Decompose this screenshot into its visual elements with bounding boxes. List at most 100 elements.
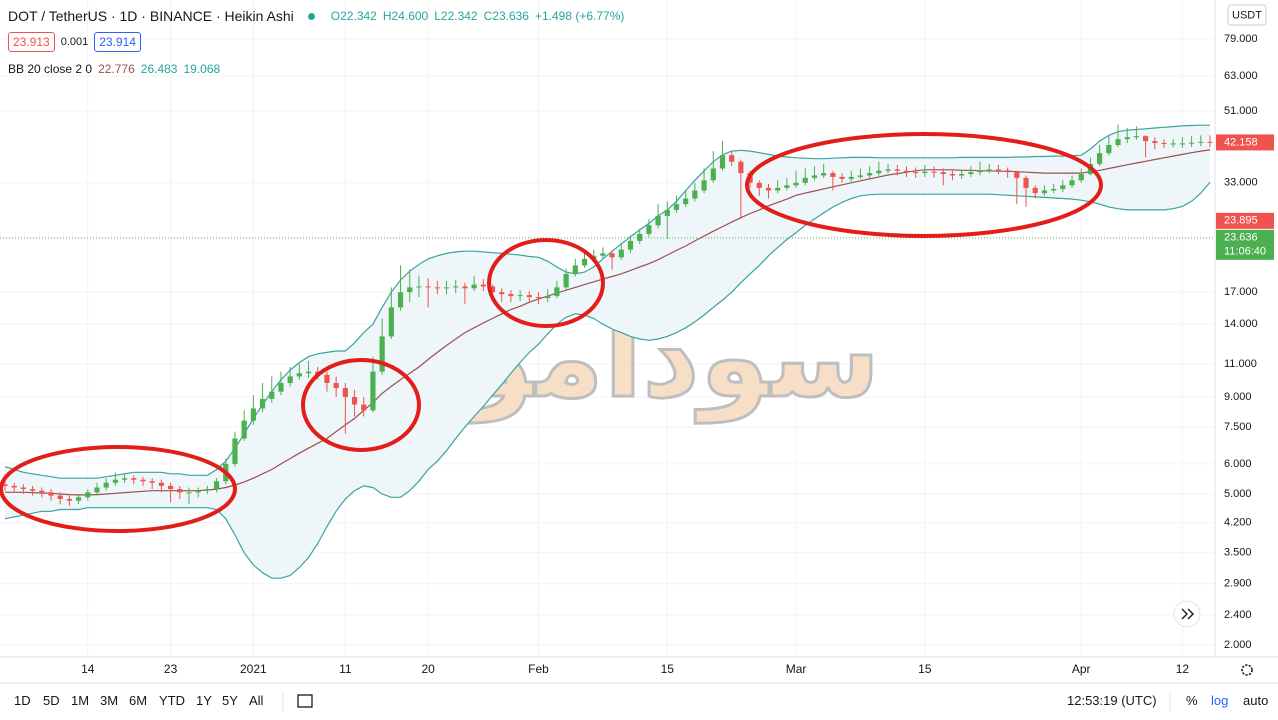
candle-body: [29, 489, 36, 491]
candle-body: [1152, 141, 1158, 144]
candle-body: [959, 174, 965, 176]
y-tick-label: 3.500: [1224, 547, 1252, 559]
candle-body: [793, 182, 799, 186]
candle-body: [1014, 172, 1020, 178]
y-tick-label: 2.000: [1224, 639, 1252, 651]
candle-body: [775, 187, 781, 191]
candle-body: [995, 169, 1002, 171]
ohlc-high: H24.600: [382, 9, 429, 23]
candle-body: [719, 155, 726, 169]
candle-body: [1097, 153, 1103, 164]
candle-body: [968, 172, 974, 175]
y-tick-label: 6.000: [1224, 458, 1252, 470]
indicator-upper: 26.483: [140, 62, 178, 76]
status-dot: [307, 12, 315, 20]
range-button[interactable]: 5D: [43, 693, 60, 708]
y-tick-label: 14.000: [1224, 318, 1258, 330]
candle-body: [167, 485, 174, 490]
candle-body: [250, 408, 256, 421]
candle-body: [186, 492, 192, 494]
highlight-ellipse: [301, 358, 421, 452]
symbol[interactable]: DOT / TetherUS · 1D · BINANCE · Heikin A…: [8, 8, 294, 24]
percent-toggle[interactable]: %: [1186, 693, 1198, 708]
y-tick-label: 33.000: [1224, 177, 1258, 189]
x-tick-label: 12: [1176, 662, 1190, 676]
candle-body: [351, 397, 358, 405]
settings-icon[interactable]: [1241, 664, 1253, 676]
range-button[interactable]: 1Y: [196, 693, 212, 708]
candle-body: [296, 373, 302, 377]
candle-body: [11, 485, 17, 488]
candle-body: [903, 170, 910, 173]
candle-body: [609, 253, 615, 258]
candle-body: [158, 482, 164, 486]
candle-body: [913, 172, 919, 174]
candle-body: [443, 287, 450, 289]
currency: USDT: [1232, 9, 1262, 21]
candle-body: [1106, 145, 1112, 154]
candle-body: [1041, 190, 1048, 194]
candle-body: [526, 295, 532, 298]
candle-body: [425, 286, 431, 288]
candle-body: [885, 169, 891, 171]
candle-body: [1069, 180, 1075, 186]
clock[interactable]: 12:53:19 (UTC): [1067, 693, 1157, 708]
candle-body: [986, 169, 992, 171]
highlight-ellipse: [745, 132, 1103, 238]
range-button[interactable]: 3M: [100, 693, 119, 708]
indicator-lower: 19.068: [183, 62, 221, 76]
candle-body: [103, 482, 109, 488]
y-tick-label: 63.000: [1224, 70, 1258, 82]
candle-body: [85, 492, 91, 498]
candle-body: [232, 438, 238, 464]
sell-button[interactable]: 23.913: [8, 32, 55, 52]
range-button[interactable]: All: [249, 693, 264, 708]
range-button[interactable]: 1M: [71, 693, 90, 708]
candle-body: [361, 404, 367, 411]
log-toggle[interactable]: log: [1211, 693, 1229, 708]
candle-body: [710, 168, 716, 181]
y-tick-label: 17.000: [1224, 286, 1258, 298]
currency-box[interactable]: [1227, 4, 1267, 26]
range-button[interactable]: 6M: [129, 693, 148, 708]
candle-body: [278, 382, 284, 392]
candle-body: [618, 249, 624, 258]
candle-body: [379, 336, 385, 372]
range-button[interactable]: 1D: [14, 693, 31, 708]
price-tag: [1216, 229, 1274, 260]
candle-body: [66, 498, 72, 501]
candle-body: [94, 487, 100, 493]
candle-body: [581, 258, 588, 266]
x-tick-label: Apr: [1072, 662, 1091, 676]
candle-body: [416, 286, 422, 288]
price-tag-label: 42.158: [1224, 136, 1258, 148]
legend-header: DOT / TetherUS · 1D · BINANCE · Heikin A…: [8, 8, 624, 24]
candle-body: [857, 175, 864, 177]
candle-body: [765, 187, 772, 191]
candle-body: [1124, 137, 1130, 140]
range-button[interactable]: 5Y: [222, 693, 238, 708]
auto-toggle[interactable]: auto: [1243, 693, 1269, 708]
candle-body: [563, 273, 569, 288]
candle-body: [545, 296, 551, 299]
candle-body: [673, 204, 680, 210]
price-axis[interactable]: [1215, 0, 1278, 657]
candle-body: [370, 371, 376, 411]
candle-body: [738, 161, 744, 174]
candle-body: [1170, 143, 1176, 145]
candle-body: [646, 225, 652, 234]
y-tick-label: 11.000: [1224, 358, 1257, 370]
buy-button[interactable]: 23.914: [94, 32, 141, 52]
candle-body: [342, 388, 348, 398]
price-tag: [1216, 134, 1274, 151]
goto-date-icon[interactable]: [297, 694, 313, 708]
indicator-name[interactable]: BB 20 close 2 0: [8, 62, 93, 76]
candle-body: [1179, 143, 1186, 145]
range-button[interactable]: YTD: [159, 693, 185, 708]
indicator-basis: 22.776: [98, 62, 135, 76]
highlight-ellipse: [0, 445, 237, 533]
candle-body: [940, 172, 946, 175]
y-tick-label: 79.000: [1224, 33, 1258, 45]
